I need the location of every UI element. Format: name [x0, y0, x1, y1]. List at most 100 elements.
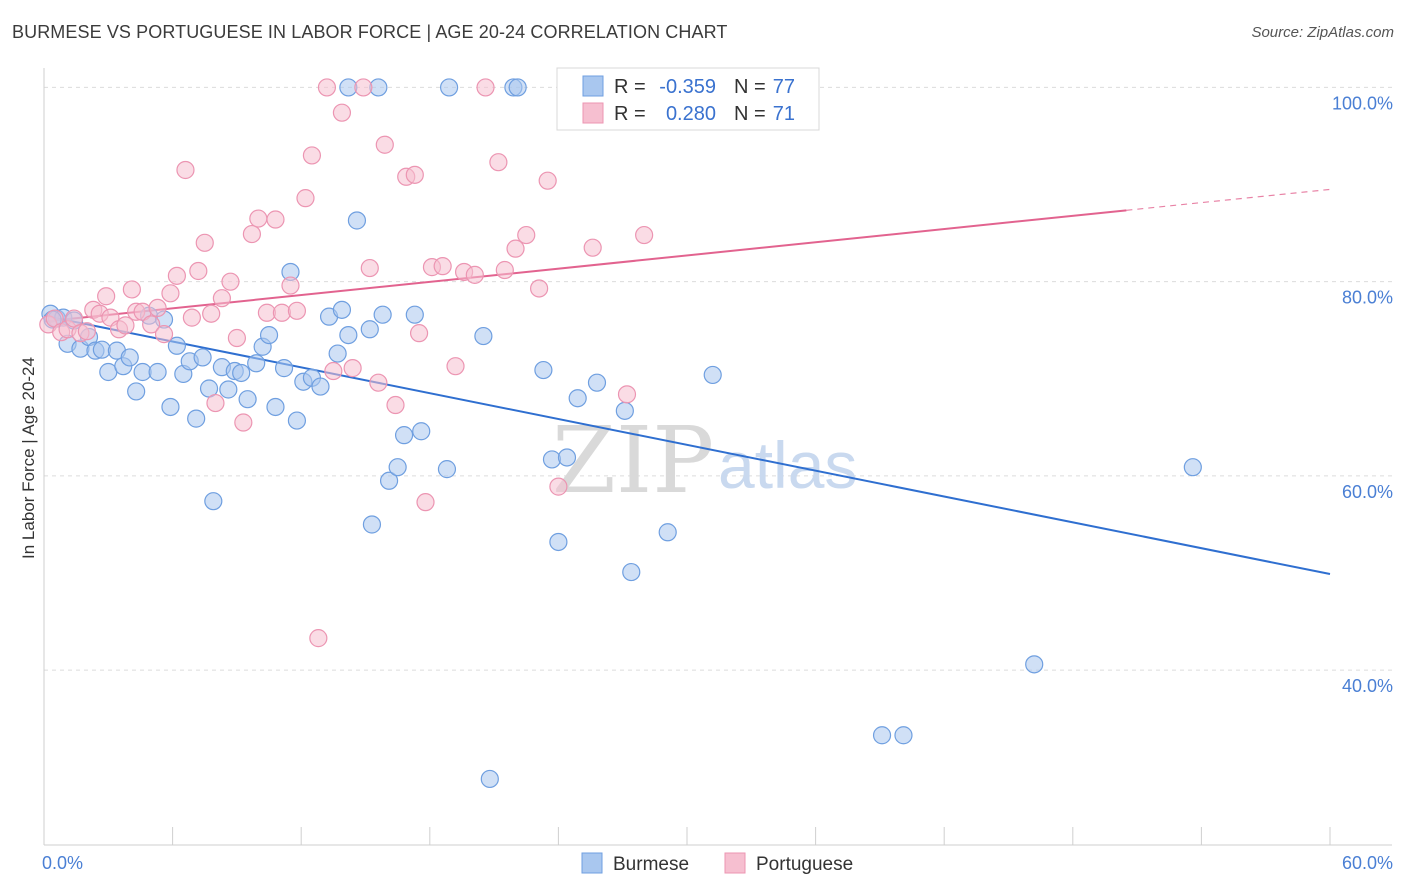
- burmese-point: [204, 492, 223, 511]
- portuguese-point: [309, 629, 328, 648]
- portuguese-point: [281, 276, 300, 295]
- burmese-point: [247, 354, 266, 373]
- burmese-point: [161, 397, 180, 417]
- watermark: ZIP atlas: [552, 407, 857, 514]
- portuguese-trend-line: [43, 209, 1127, 323]
- portuguese-point: [195, 233, 214, 252]
- portuguese-point: [272, 303, 292, 322]
- burmese-point: [339, 325, 358, 345]
- portuguese-point: [202, 304, 221, 323]
- portuguese-points: [39, 78, 654, 648]
- burmese-point: [347, 211, 367, 230]
- y-tick-label: 60.0%: [1342, 482, 1393, 502]
- burmese-point: [266, 397, 285, 417]
- portuguese-point: [495, 260, 514, 280]
- portuguese-point: [189, 261, 208, 281]
- legend-swatch-portuguese: [582, 102, 604, 124]
- burmese-point: [542, 450, 562, 469]
- portuguese-point: [617, 385, 637, 404]
- burmese-point: [187, 409, 206, 428]
- burmese-point: [360, 320, 379, 339]
- portuguese-point: [317, 78, 337, 97]
- portuguese-point: [517, 225, 536, 245]
- portuguese-point: [416, 493, 435, 512]
- burmese-point: [219, 380, 238, 399]
- legend-r-value-portuguese: 0.280: [666, 103, 716, 125]
- burmese-point: [872, 726, 892, 745]
- portuguese-point: [206, 393, 225, 413]
- x-tick-label-max: 60.0%: [1342, 853, 1393, 873]
- burmese-point: [394, 426, 414, 445]
- y-tick-label: 40.0%: [1342, 676, 1393, 696]
- portuguese-point: [386, 395, 405, 415]
- axes: [43, 68, 1392, 846]
- portuguese-point: [266, 210, 285, 229]
- y-tick-labels: 40.0% 60.0% 80.0% 100.0%: [1332, 93, 1393, 696]
- portuguese-point: [583, 238, 602, 257]
- portuguese-point: [409, 324, 429, 343]
- burmese-trend-line: [43, 314, 1331, 576]
- bottom-legend-swatch-burmese: [581, 852, 603, 874]
- burmese-point: [232, 363, 251, 383]
- portuguese-point: [446, 357, 465, 376]
- portuguese-point: [116, 316, 135, 335]
- portuguese-point: [332, 103, 352, 122]
- burmese-point: [1183, 458, 1202, 477]
- burmese-point: [332, 300, 352, 319]
- legend-n-label-burmese: N =: [734, 76, 766, 98]
- burmese-point: [894, 726, 913, 745]
- portuguese-point: [354, 78, 373, 97]
- portuguese-point: [476, 78, 495, 97]
- burmese-point: [703, 365, 722, 385]
- burmese-point: [405, 305, 424, 324]
- portuguese-point: [148, 298, 167, 317]
- portuguese-point: [405, 165, 424, 184]
- portuguese-point: [142, 315, 161, 334]
- portuguese-point: [234, 413, 253, 432]
- portuguese-point: [324, 361, 343, 381]
- portuguese-point: [167, 266, 186, 285]
- x-tick-label-min: 0.0%: [42, 853, 83, 873]
- gridlines: [44, 86, 1392, 671]
- burmese-point: [328, 344, 347, 363]
- portuguese-point: [369, 373, 388, 392]
- portuguese-point: [549, 477, 568, 496]
- portuguese-point: [489, 153, 508, 172]
- burmese-point: [259, 325, 279, 345]
- legend-n-value-burmese: 77: [773, 76, 795, 98]
- portuguese-point: [375, 135, 394, 154]
- burmese-point: [193, 348, 212, 367]
- legend-n-label-portuguese: N =: [734, 103, 766, 125]
- portuguese-trend-line-extension: [1126, 188, 1331, 211]
- portuguese-point: [635, 225, 654, 245]
- burmese-point: [373, 305, 392, 324]
- portuguese-point: [77, 322, 96, 341]
- y-tick-label: 100.0%: [1332, 93, 1393, 113]
- burmese-point: [439, 78, 459, 97]
- source-label: Source: ZipAtlas.com: [1251, 24, 1394, 41]
- portuguese-point: [242, 224, 262, 244]
- portuguese-point: [182, 308, 201, 327]
- bottom-legend-swatch-portuguese: [724, 852, 746, 874]
- bottom-legend-label-portuguese: Portuguese: [756, 854, 853, 875]
- burmese-point: [388, 458, 407, 477]
- burmese-point: [615, 401, 634, 420]
- burmese-point: [658, 523, 677, 542]
- y-axis-label: In Labor Force | Age 20-24: [19, 357, 38, 559]
- burmese-point: [92, 340, 111, 359]
- legend-swatch-burmese: [582, 75, 604, 97]
- portuguese-point: [530, 279, 549, 298]
- portuguese-point: [161, 284, 180, 303]
- legend-r-label-burmese: R =: [614, 76, 646, 98]
- burmese-point: [474, 326, 493, 346]
- burmese-point: [274, 359, 294, 378]
- portuguese-point: [221, 272, 240, 291]
- burmese-point: [622, 562, 641, 582]
- portuguese-point: [176, 160, 195, 180]
- legend-r-label-portuguese: R =: [614, 103, 646, 125]
- burmese-point: [508, 78, 527, 97]
- legend-r-value-burmese: -0.359: [659, 76, 716, 98]
- portuguese-point: [302, 146, 322, 165]
- portuguese-point: [465, 265, 484, 284]
- burmese-point: [311, 377, 330, 396]
